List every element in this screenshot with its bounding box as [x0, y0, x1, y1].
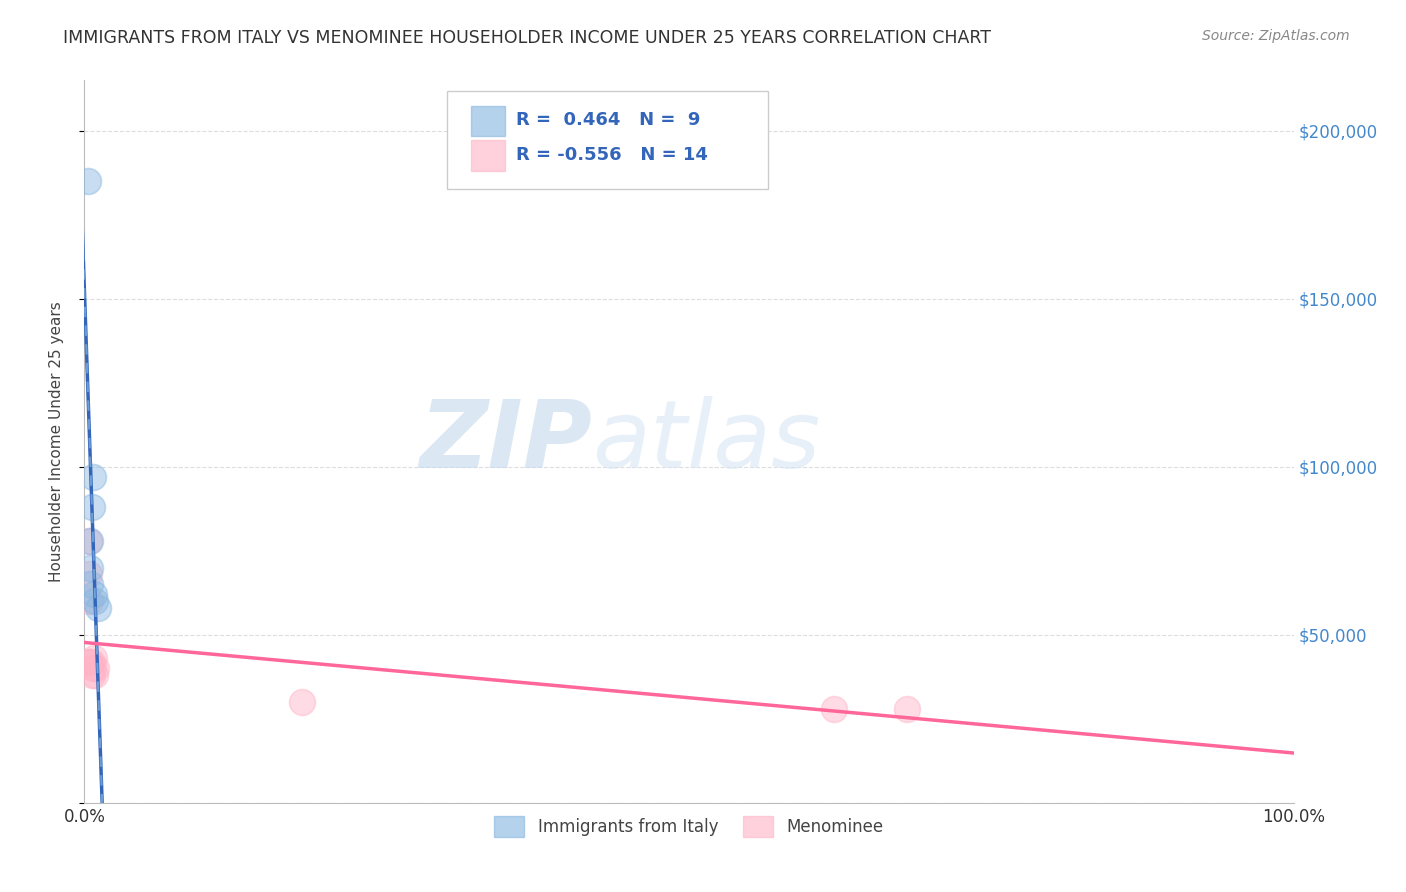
Point [823, 702, 845, 716]
Point [84, 668, 107, 682]
Text: IMMIGRANTS FROM ITALY VS MENOMINEE HOUSEHOLDER INCOME UNDER 25 YEARS CORRELATION: IMMIGRANTS FROM ITALY VS MENOMINEE HOUSE… [63, 29, 991, 46]
Point [79, 560, 101, 574]
Legend: Immigrants from Italy, Menominee: Immigrants from Italy, Menominee [486, 808, 891, 845]
Point [80, 655, 103, 669]
Point [79, 655, 101, 669]
Text: ZIP: ZIP [419, 395, 592, 488]
Point [77, 567, 100, 582]
Bar [471, 140, 505, 170]
Point [82, 470, 104, 484]
Point [84, 594, 107, 608]
Point [79, 594, 101, 608]
Text: R = -0.556   N = 14: R = -0.556 N = 14 [516, 145, 707, 164]
Point [896, 702, 918, 716]
FancyBboxPatch shape [447, 91, 768, 189]
Y-axis label: Householder Income Under 25 years: Householder Income Under 25 years [49, 301, 63, 582]
Text: atlas: atlas [592, 396, 821, 487]
Point [80, 668, 103, 682]
Text: Source: ZipAtlas.com: Source: ZipAtlas.com [1202, 29, 1350, 43]
Point [83, 651, 105, 665]
Point [80, 500, 103, 514]
Text: R =  0.464   N =  9: R = 0.464 N = 9 [516, 111, 700, 129]
Point [77, 174, 100, 188]
Bar [471, 105, 505, 136]
Point [86, 661, 108, 675]
Point [86, 600, 108, 615]
Point [82, 661, 104, 675]
Point [77, 533, 100, 548]
Point [77, 655, 100, 669]
Point [79, 533, 101, 548]
Point [79, 577, 101, 591]
Point [291, 695, 314, 709]
Point [83, 587, 105, 601]
